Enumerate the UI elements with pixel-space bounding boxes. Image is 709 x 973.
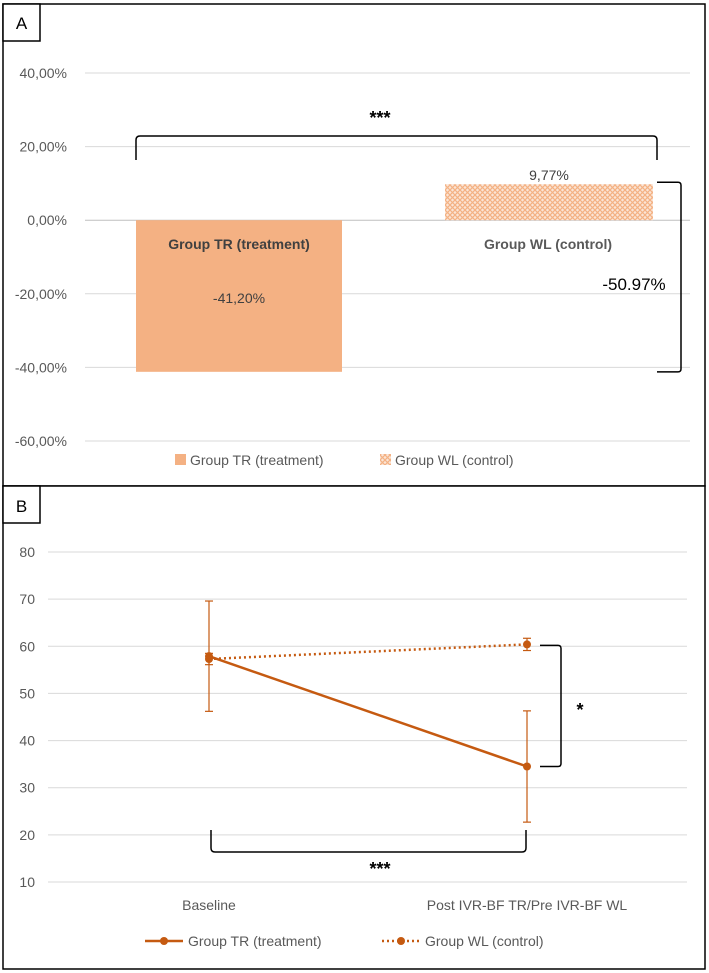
a-y-tick-label: -20,00% <box>15 286 67 302</box>
panel-b-label: B <box>16 497 27 516</box>
panel-b-series <box>205 600 531 823</box>
b-between-significance: * <box>576 700 583 720</box>
data-point <box>523 640 531 649</box>
panel-b-legend: Group TR (treatment) Group WL (control) <box>145 933 544 949</box>
b-y-tick-label: 30 <box>19 780 35 796</box>
b-y-tick-label: 20 <box>19 827 35 843</box>
a-category-label: Group WL (control) <box>484 236 612 252</box>
a-significance-label: *** <box>369 108 390 128</box>
b-y-tick-label: 80 <box>19 544 35 560</box>
a-y-tick-label: 0,00% <box>27 212 67 228</box>
series-group-wl <box>205 637 531 666</box>
b-x-tick-label: Post IVR-BF TR/Pre IVR-BF WL <box>427 897 628 913</box>
b-legend-marker-tr <box>160 937 168 945</box>
a-y-tick-label: -60,00% <box>15 433 67 449</box>
b-y-tick-label: 50 <box>19 685 35 701</box>
a-legend-label: Group WL (control) <box>395 452 514 468</box>
panel-b-frame <box>2 485 706 970</box>
a-difference-label: -50.97% <box>602 275 665 294</box>
b-between-bracket <box>540 644 562 768</box>
panel-a-legend: Group TR (treatment) Group WL (control) <box>175 452 514 468</box>
a-difference-bracket <box>657 181 682 373</box>
panel-a-bars: Group TR (treatment) Group WL (control) -4… <box>136 167 653 372</box>
a-value-label: 9,77% <box>529 167 569 183</box>
panel-a-annotations: *** -50.97% <box>135 108 682 373</box>
b-legend-label: Group WL (control) <box>425 933 544 949</box>
series-line <box>208 655 528 768</box>
panel-a-frame <box>2 3 706 487</box>
panel-b-label-box <box>2 485 41 524</box>
a-y-tick-label: 20,00% <box>20 139 67 155</box>
panel-a-label: A <box>16 14 28 33</box>
data-point <box>523 762 531 771</box>
series-line <box>208 643 528 661</box>
a-category-label: Group TR (treatment) <box>168 236 310 252</box>
a-value-label: -41,20% <box>213 290 265 306</box>
b-y-tick-label: 40 <box>19 733 35 749</box>
a-significance-bracket <box>135 135 658 160</box>
b-within-significance: *** <box>369 859 390 879</box>
a-legend-swatch-tr <box>175 454 186 465</box>
panel-b-gridlines <box>48 551 687 883</box>
b-x-tick-label: Baseline <box>182 897 236 913</box>
panel-a-label-box <box>2 3 41 42</box>
a-legend-swatch-wl <box>380 454 391 465</box>
b-y-tick-label: 10 <box>19 874 35 890</box>
b-y-tick-label: 70 <box>19 591 35 607</box>
panel-b-x-ticks: Baseline Post IVR-BF TR/Pre IVR-BF WL <box>182 897 627 913</box>
data-point <box>205 655 213 664</box>
b-within-bracket <box>210 830 527 853</box>
panel-b-annotations: **** <box>210 644 584 879</box>
b-legend-marker-wl <box>397 937 405 945</box>
bar-group-tr <box>136 220 342 372</box>
panel-b-y-ticks: 80 70 60 50 40 30 20 10 <box>19 544 35 890</box>
bar-group-wl <box>445 184 653 221</box>
a-y-tick-label: 40,00% <box>20 65 67 81</box>
panel-a: A 40,00% 20,00% 0,00% -20,00% -40,00% -60,00%… <box>2 3 706 487</box>
b-y-tick-label: 60 <box>19 638 35 654</box>
a-legend-label: Group TR (treatment) <box>190 452 324 468</box>
panel-b: B 80 70 60 50 40 30 20 10 Baseline Post IVR-BF T… <box>2 485 706 970</box>
b-legend-label: Group TR (treatment) <box>188 933 322 949</box>
a-y-tick-label: -40,00% <box>15 359 67 375</box>
panel-a-y-ticks: 40,00% 20,00% 0,00% -20,00% -40,00% -60,00% <box>15 65 67 449</box>
